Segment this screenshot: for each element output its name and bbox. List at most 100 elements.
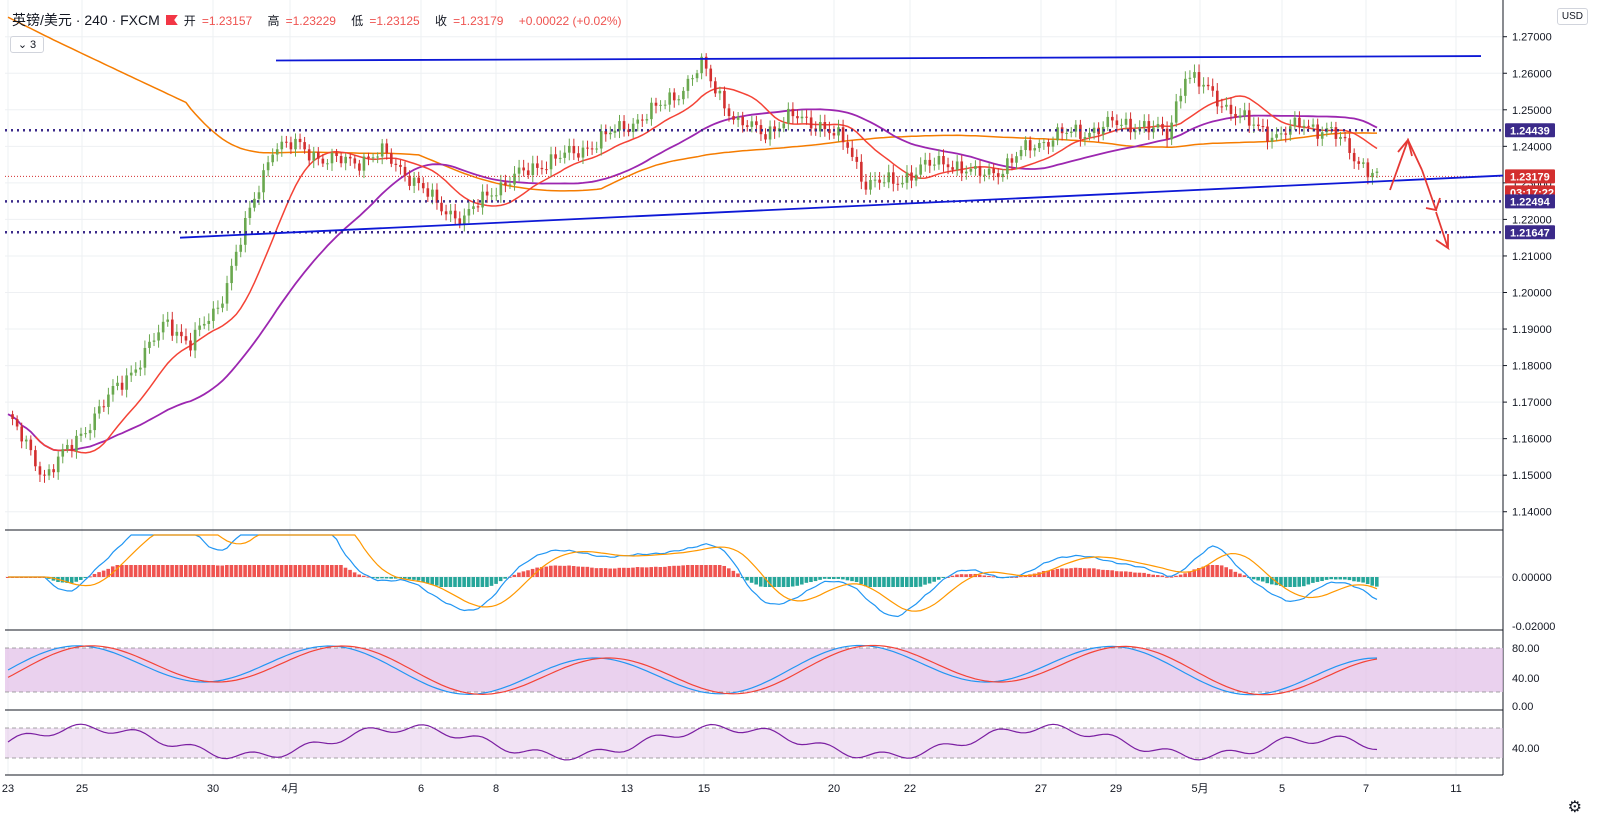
macd-hist-bar [110,566,115,577]
candle-body [901,182,904,185]
candle-body [841,127,845,143]
candle-body [70,444,74,452]
macd-hist-bar [521,571,526,577]
macd-hist-bar [599,568,603,577]
macd-hist-bar [466,577,471,587]
change-value: +0.00022 (+0.02%) [518,13,622,28]
macd-hist-bar [471,577,476,587]
indicator-collapse-button[interactable]: ⌄ 3 [10,36,44,53]
candle-body [759,125,763,135]
candle-body [818,122,822,132]
candle-body [120,382,124,390]
gear-icon[interactable]: ⚙ [1567,799,1582,816]
candle-body [1316,124,1319,139]
price-tick-label: 1.21000 [1512,251,1552,263]
macd-hist-bar [183,565,188,577]
candle-body [221,303,224,308]
candle-body [1284,133,1288,135]
macd-hist-bar [156,565,161,577]
macd-hist-bar [886,577,891,587]
candle-body [923,159,927,165]
projection-arrows[interactable] [1389,137,1450,251]
candle-body [1088,132,1091,138]
macd-hist-bar [653,566,658,577]
macd-hist-bar [772,577,777,587]
candle-body [1243,110,1246,116]
candle-body [942,155,945,165]
price-tick-label: 1.17000 [1512,397,1552,409]
trendlines[interactable] [179,55,1504,239]
macd-hist-bar [1114,571,1119,577]
macd-hist-bar [736,573,740,577]
candle-body [1193,72,1196,78]
candle-body [43,474,46,476]
macd-hist-bar [380,577,384,579]
macd-hist-bar [115,565,120,577]
price-tick-label: 1.18000 [1512,361,1552,373]
macd-hist-bar [562,565,567,577]
time-tick-label: 7 [1363,783,1369,795]
candle-body [358,163,361,171]
macd-hist-bar [699,565,704,577]
currency-badge[interactable]: USD [1556,8,1588,25]
macd-hist-bar [854,577,859,583]
candle-body [1092,127,1096,133]
macd-hist-bar [891,577,895,587]
time-tick-label: 30 [207,783,219,795]
candle-body [1366,162,1370,178]
candle-body [216,307,220,309]
macd-hist-bar [530,568,535,577]
candle-body [736,116,740,120]
time-tick-label: 4月 [281,783,298,795]
candle-body [928,159,932,166]
macd-hist-bar [717,565,722,577]
macd-hist-bar [1169,576,1174,578]
macd-hist-bar [1306,577,1311,585]
candle-body [882,182,886,184]
macd-hist-bar [873,577,877,587]
candle-body [1174,101,1178,123]
candle-body [1371,172,1374,178]
macd-hist-bar [69,577,74,583]
close-label: 收 [435,13,448,28]
macd-hist-bar [758,577,763,587]
macd-hist-bar [959,574,964,577]
open-value: =1.23157 [201,13,253,28]
macd-hist-bar [626,567,631,577]
candle-body [1019,150,1023,157]
horizontal-levels[interactable] [5,129,1503,234]
candle-body [289,142,293,150]
candle-body [828,129,831,134]
candle-body [755,121,758,126]
macd-hist-bar [1301,577,1306,587]
macd-hist-bar [60,577,65,583]
candle-body [590,148,594,150]
time-axis[interactable]: 23 25 30 4月 6 8 13 15 20 22 27 29 5月 5 7 11 [2,783,1462,795]
macd-hist-bar [745,577,749,581]
price-axis[interactable]: 1.270001.260001.250001.240001.230001.220… [1503,32,1555,755]
candle-body [344,156,347,164]
macd-hist-bar [704,565,708,577]
macd-hist-bar [1320,577,1324,582]
candle-body [1211,86,1215,91]
candle-body [207,320,211,324]
macd-hist-bar [904,577,909,587]
candle-body [1311,124,1315,127]
stochastic-pane [5,644,1503,696]
candle-body [540,167,544,170]
candle-body [946,164,950,168]
candle-body [390,153,393,164]
macd-hist-bar [576,566,581,577]
symbol-title[interactable]: 英镑/美元 · 240 · FXCM [12,12,160,28]
macd-hist-bar [357,574,361,577]
candle-body [933,164,936,166]
candle-body [1252,124,1256,126]
macd-hist-bar [234,565,238,577]
macd-hist-bar [1051,569,1055,577]
candle-body [1362,162,1365,164]
macd-hist-bar [92,573,97,577]
candle-body [951,167,954,170]
time-tick-label: 29 [1110,783,1122,795]
